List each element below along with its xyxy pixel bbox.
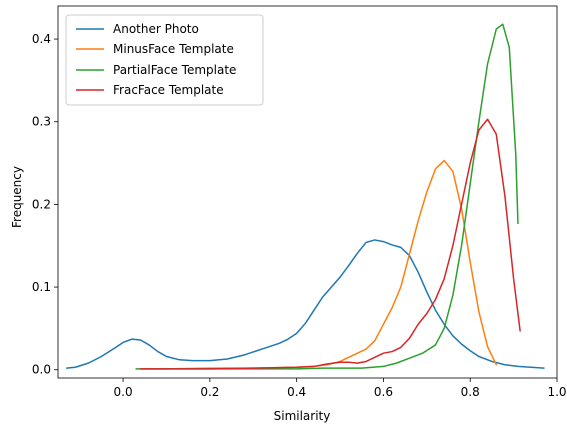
x-tick-label: 0.8 xyxy=(461,385,480,399)
legend-label-partialface-template: PartialFace Template xyxy=(113,63,236,77)
series-line-another-photo xyxy=(65,239,545,369)
series-line-fracface-template xyxy=(139,118,521,370)
series-line-partialface-template xyxy=(135,23,519,370)
legend-frame xyxy=(65,14,264,106)
y-axis-label: Frequency xyxy=(10,166,24,228)
y-tick-label: 0.0 xyxy=(32,363,51,377)
x-tick-label: 0.4 xyxy=(287,385,306,399)
y-tick-label: 0.1 xyxy=(32,280,51,294)
legend-label-minusface-template: MinusFace Template xyxy=(113,42,234,56)
x-tick-label: 1.0 xyxy=(547,385,566,399)
axes-layer: 0.0 0.2 0.4 0.6 0.8 1.0 0.0 0.1 0.2 0.3 0.4 xyxy=(32,5,567,399)
y-tick-label: 0.2 xyxy=(32,197,51,211)
x-axis-label: Similarity xyxy=(274,409,331,423)
legend-label-fracface-template: FracFace Template xyxy=(113,83,224,97)
x-tick-label: 0.2 xyxy=(200,385,219,399)
x-tick-label: 0.0 xyxy=(114,385,133,399)
y-tick-label: 0.3 xyxy=(32,115,51,129)
plot-frame xyxy=(57,5,558,379)
legend-label-another-photo: Another Photo xyxy=(113,22,199,36)
legend: Another Photo MinusFace Template Partial… xyxy=(65,14,264,106)
y-tick-label: 0.4 xyxy=(32,32,51,46)
series-layer xyxy=(65,23,545,370)
x-tick-label: 0.6 xyxy=(374,385,393,399)
